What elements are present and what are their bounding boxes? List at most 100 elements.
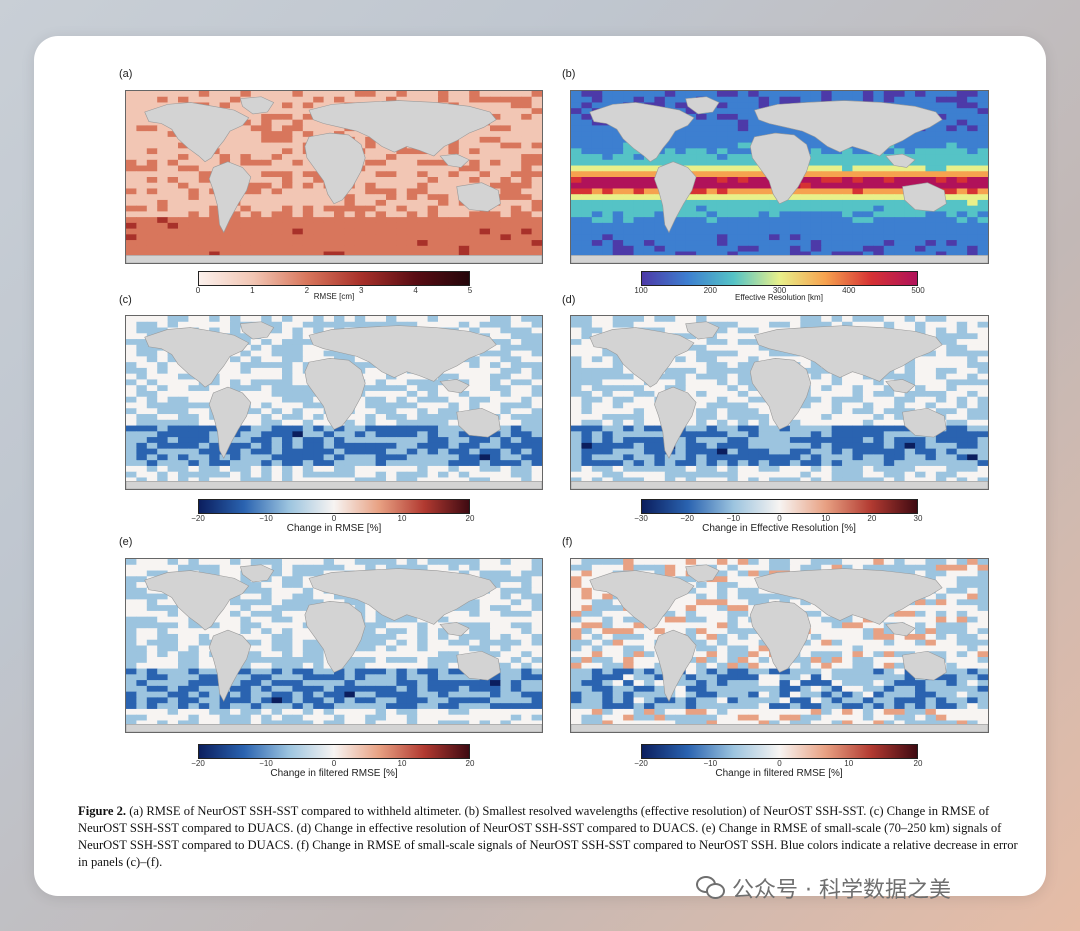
land-mass: [240, 564, 275, 583]
ocean-field: [571, 91, 988, 263]
land-mass: [439, 379, 470, 394]
land-mass: [208, 161, 252, 234]
land-mass: [589, 327, 695, 388]
land-mass: [571, 255, 988, 263]
land-mass: [144, 570, 250, 631]
land-mass: [456, 182, 501, 212]
colorbar-tick: −20: [191, 759, 205, 768]
colorbar-tick: 0: [331, 759, 337, 768]
panel-label: (b): [562, 68, 576, 80]
ocean-field: [571, 316, 988, 489]
map-rmse: [125, 90, 543, 264]
panel-label: (f): [562, 536, 573, 548]
land-mass: [654, 386, 697, 459]
land-mass: [144, 102, 250, 163]
colorbar-tick: 0: [777, 514, 782, 523]
land-mass: [654, 629, 697, 702]
colorbar-tick: 10: [397, 514, 407, 523]
land-mass: [885, 153, 916, 168]
colorbar-label: Change in RMSE [%]: [286, 523, 382, 534]
land-mass: [749, 600, 812, 673]
colorbar-tick: 20: [465, 759, 475, 768]
colorbar-tick: 0: [331, 514, 337, 523]
map-change-rmse: [125, 315, 543, 490]
colorbar-tick: −10: [703, 759, 718, 768]
colorbar-ticks: −20 −10 0 10 20: [191, 759, 474, 770]
land-mass: [589, 102, 695, 163]
land-mass: [308, 568, 497, 625]
colorbar-tick: 200: [703, 286, 717, 295]
land-mass: [144, 327, 250, 388]
colorbar-tick: 2: [304, 286, 310, 295]
colorbar-tick: 20: [913, 759, 923, 768]
colorbar-tick: 300: [772, 286, 787, 295]
ocean-field: [126, 316, 542, 489]
map-change-effective-resolution: [570, 315, 989, 490]
land-mass: [749, 132, 812, 205]
land-mass: [754, 568, 943, 625]
colorbar: [641, 744, 918, 759]
map-change-filtered-rmse-neurost: [570, 558, 989, 733]
land-mass: [749, 357, 812, 430]
ocean-field: [126, 559, 542, 732]
land-mass: [685, 96, 720, 115]
colorbar-tick: 0: [777, 759, 782, 768]
colorbar-tick: 20: [465, 514, 475, 523]
colorbar: [641, 499, 918, 514]
land-mass: [304, 132, 366, 205]
land-mass: [439, 622, 470, 637]
colorbar-tick: 30: [913, 514, 923, 523]
land-mass: [308, 100, 497, 157]
colorbar: [198, 271, 470, 286]
figure-number: Figure 2.: [78, 804, 127, 818]
land-mass: [456, 407, 501, 438]
land-mass: [754, 325, 943, 382]
watermark: 公众号 · 科学数据之美: [696, 872, 951, 904]
colorbar-tick: 4: [413, 286, 418, 295]
colorbar-label: RMSE [cm]: [313, 292, 355, 301]
land-mass: [902, 650, 947, 681]
land-mass: [685, 321, 720, 340]
watermark-text: 公众号 · 科学数据之美: [732, 878, 951, 903]
colorbar-tick: −10: [259, 759, 273, 768]
land-mass: [126, 255, 542, 263]
land-mass: [902, 182, 947, 212]
colorbar-label: Change in Effective Resolution [%]: [702, 523, 856, 534]
land-mass: [304, 600, 366, 673]
land-mass: [126, 481, 542, 489]
colorbar-ticks: 0 1 2 3 4 5: [196, 286, 472, 296]
land-mass: [654, 161, 697, 234]
ocean-field: [126, 91, 542, 263]
land-mass: [754, 100, 943, 157]
colorbar-label: Effective Resolution [km]: [735, 293, 823, 302]
colorbar-tick: 1: [250, 286, 255, 295]
colorbar-tick: 500: [911, 286, 925, 295]
colorbar-tick: −20: [191, 514, 205, 523]
colorbar-tick: −20: [634, 759, 648, 768]
caption-text: (a) RMSE of NeurOST SSH-SST compared to …: [78, 804, 1018, 869]
land-mass: [885, 622, 916, 637]
panel-label: (a): [119, 68, 133, 80]
colorbar: [198, 744, 470, 759]
colorbar-tick: 3: [358, 286, 364, 295]
ocean-field: [571, 559, 988, 732]
map-effective-resolution: [570, 90, 989, 264]
colorbar-tick: 400: [842, 286, 856, 295]
colorbar: [198, 499, 470, 514]
colorbar-label: Change in filtered RMSE [%]: [270, 768, 398, 779]
colorbar-tick: 10: [844, 759, 854, 768]
colorbar-tick: 100: [634, 286, 648, 295]
land-mass: [304, 357, 366, 430]
land-mass: [456, 650, 501, 681]
figure-caption: Figure 2. (a) RMSE of NeurOST SSH-SST co…: [78, 803, 1028, 871]
colorbar-tick: −20: [680, 514, 694, 523]
land-mass: [126, 724, 542, 732]
colorbar-ticks: −30 −20 −10 0 10 20 30: [634, 514, 922, 525]
colorbar-tick: −30: [634, 514, 648, 523]
colorbar-label: Change in filtered RMSE [%]: [715, 768, 843, 779]
land-mass: [439, 153, 470, 168]
colorbar-ticks: −20 −10 0 10 20: [634, 759, 922, 770]
land-mass: [685, 564, 720, 583]
colorbar-tick: 10: [397, 759, 407, 768]
